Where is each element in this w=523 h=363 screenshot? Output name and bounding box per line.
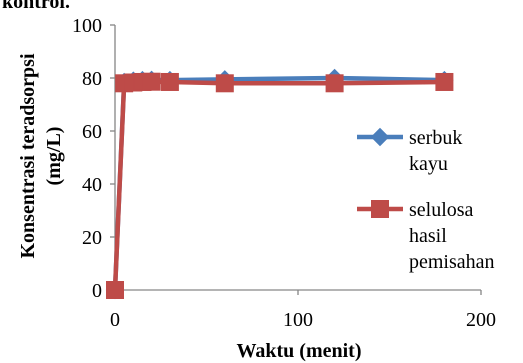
legend-entry-2-label: hasil	[409, 225, 447, 247]
legend-entry-1: serbuk kayu	[357, 127, 462, 175]
legend-entry-1-swatch-marker	[370, 127, 390, 147]
legend-entry-2-label: pemisahan	[409, 251, 495, 273]
y-tick-label: 100	[72, 15, 102, 37]
legend-entry-1-label: serbuk	[409, 127, 462, 149]
legend-entry-2-label: selulosa	[409, 199, 474, 221]
x-tick-label: 200	[466, 309, 496, 331]
series-layer	[105, 68, 454, 300]
y-tick-label: 80	[82, 68, 102, 90]
x-axis-title: Waktu (menit)	[237, 340, 362, 362]
y-axis-title-line1: Konsentrasi teradsorpsi	[17, 53, 39, 258]
series-2-point	[435, 72, 454, 91]
y-tick-label: 40	[82, 174, 102, 196]
series-2-point	[325, 74, 344, 93]
legend-entry-2-swatch-marker	[371, 200, 389, 218]
series-2	[106, 72, 454, 299]
axes: 0 20 40 60 80 100 0 100 200	[72, 15, 496, 331]
series-2-line	[112, 79, 447, 293]
x-tick-label: 0	[110, 309, 120, 331]
series-1-line	[112, 75, 447, 293]
y-tick-label: 60	[82, 121, 102, 143]
y-axis-title-line2: (mg/L)	[43, 127, 65, 186]
series-1	[105, 68, 454, 300]
legend: serbuk kayu selulosa hasil pemisahan	[357, 127, 495, 273]
y-tick-label: 0	[92, 280, 102, 302]
x-tick-label: 100	[283, 309, 313, 331]
series-2-point	[160, 72, 179, 91]
series-2-point	[142, 72, 161, 91]
legend-entry-1-label: kayu	[409, 153, 448, 175]
y-tick-label: 20	[82, 227, 102, 249]
legend-entry-2: selulosa hasil pemisahan	[357, 199, 495, 273]
clipped-caption-text: kontrol.	[2, 0, 70, 13]
series-2-point	[106, 281, 124, 299]
y-axis-title: Konsentrasi teradsorpsi (mg/L)	[17, 53, 65, 258]
series-2-point	[215, 74, 234, 93]
